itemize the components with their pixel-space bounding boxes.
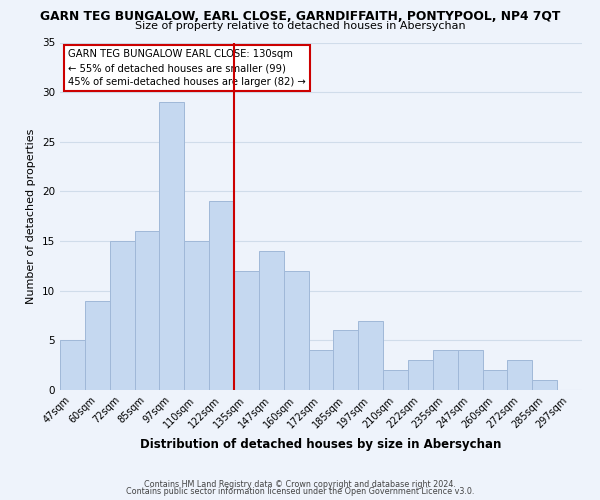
Bar [85,300,110,390]
Bar [482,370,508,390]
Bar [259,251,284,390]
Bar [308,350,334,390]
Text: Size of property relative to detached houses in Abersychan: Size of property relative to detached ho… [134,21,466,31]
Text: Contains public sector information licensed under the Open Government Licence v3: Contains public sector information licen… [126,487,474,496]
Bar [284,271,308,390]
X-axis label: Distribution of detached houses by size in Abersychan: Distribution of detached houses by size … [140,438,502,451]
Bar [358,320,383,390]
Bar [433,350,458,390]
Bar [184,241,209,390]
Bar [160,102,184,390]
Bar [234,271,259,390]
Bar [408,360,433,390]
Text: GARN TEG BUNGALOW, EARL CLOSE, GARNDIFFAITH, PONTYPOOL, NP4 7QT: GARN TEG BUNGALOW, EARL CLOSE, GARNDIFFA… [40,10,560,23]
Bar [508,360,532,390]
Bar [532,380,557,390]
Y-axis label: Number of detached properties: Number of detached properties [26,128,37,304]
Bar [110,241,134,390]
Bar [60,340,85,390]
Bar [383,370,408,390]
Text: GARN TEG BUNGALOW EARL CLOSE: 130sqm
← 55% of detached houses are smaller (99)
4: GARN TEG BUNGALOW EARL CLOSE: 130sqm ← 5… [68,50,305,88]
Bar [334,330,358,390]
Bar [458,350,482,390]
Bar [209,202,234,390]
Bar [134,231,160,390]
Text: Contains HM Land Registry data © Crown copyright and database right 2024.: Contains HM Land Registry data © Crown c… [144,480,456,489]
